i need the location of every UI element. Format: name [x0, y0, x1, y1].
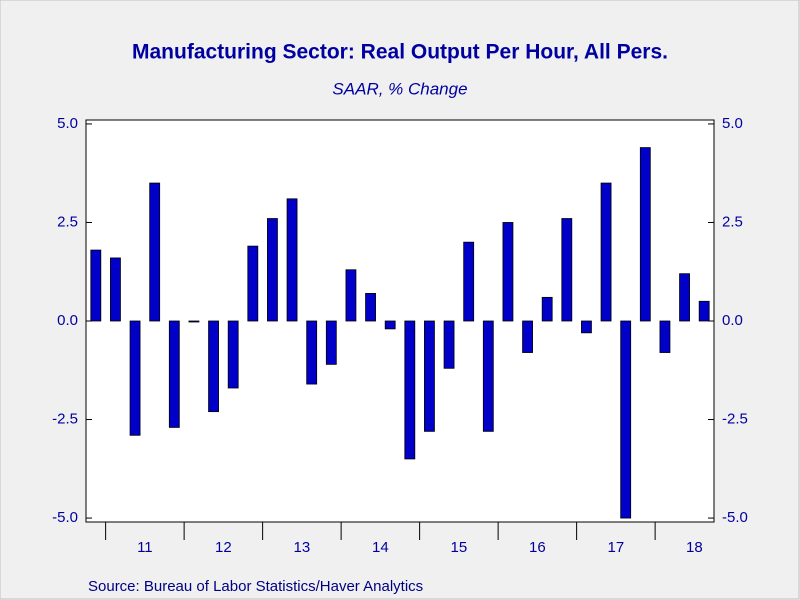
- bar: [581, 320, 592, 334]
- x-tick-label: 17: [608, 539, 625, 556]
- bar: [384, 320, 396, 330]
- y-tick-label: 2.5: [57, 213, 78, 230]
- y2-tick-label: 0.0: [722, 312, 743, 329]
- bar: [522, 320, 533, 353]
- y-tick-label: -5.0: [52, 509, 78, 526]
- bar: [227, 320, 239, 389]
- bar: [659, 320, 671, 353]
- bar: [129, 320, 141, 436]
- x-tick-label: 16: [529, 539, 546, 556]
- bar: [149, 182, 161, 322]
- bar: [325, 320, 337, 365]
- chart-subtitle: SAAR, % Change: [332, 79, 467, 98]
- bar: [424, 320, 435, 432]
- bar: [561, 218, 573, 322]
- bar: [679, 273, 690, 322]
- plot-area: [85, 119, 715, 523]
- bar: [639, 147, 651, 322]
- y2-tick-label: 5.0: [722, 115, 743, 132]
- x-tick-label: 18: [686, 539, 703, 556]
- x-tick-label: 12: [215, 539, 232, 556]
- bar: [620, 320, 632, 519]
- bar: [208, 320, 219, 413]
- bar: [404, 320, 416, 460]
- x-tick-label: 11: [137, 539, 153, 556]
- x-tick-label: 13: [294, 539, 311, 556]
- bar: [267, 218, 278, 322]
- bar: [286, 198, 298, 322]
- bar: [168, 320, 180, 428]
- y-tick-label: 0.0: [57, 312, 78, 329]
- y-tick-label: 5.0: [57, 115, 78, 132]
- y2-tick-label: -5.0: [722, 509, 748, 526]
- bar: [345, 269, 357, 322]
- bar: [365, 293, 376, 322]
- bar: [188, 320, 200, 323]
- bar: [463, 241, 475, 322]
- y2-tick-label: -2.5: [722, 410, 748, 427]
- bar: [502, 222, 514, 322]
- bar: [443, 320, 455, 369]
- bar: [110, 257, 121, 322]
- bar: [698, 300, 710, 322]
- bar: [541, 296, 553, 322]
- bar: [600, 182, 612, 322]
- y2-tick-label: 2.5: [722, 213, 743, 230]
- y-tick-label: -2.5: [52, 410, 78, 427]
- chart-title: Manufacturing Sector: Real Output Per Ho…: [132, 41, 668, 64]
- bar: [90, 249, 102, 322]
- bar: [247, 245, 259, 322]
- source-note: Source: Bureau of Labor Statistics/Haver…: [88, 578, 423, 595]
- bar: [482, 320, 494, 432]
- bar: [306, 320, 318, 385]
- x-tick-label: 15: [451, 539, 468, 556]
- x-tick-label: 14: [372, 539, 389, 556]
